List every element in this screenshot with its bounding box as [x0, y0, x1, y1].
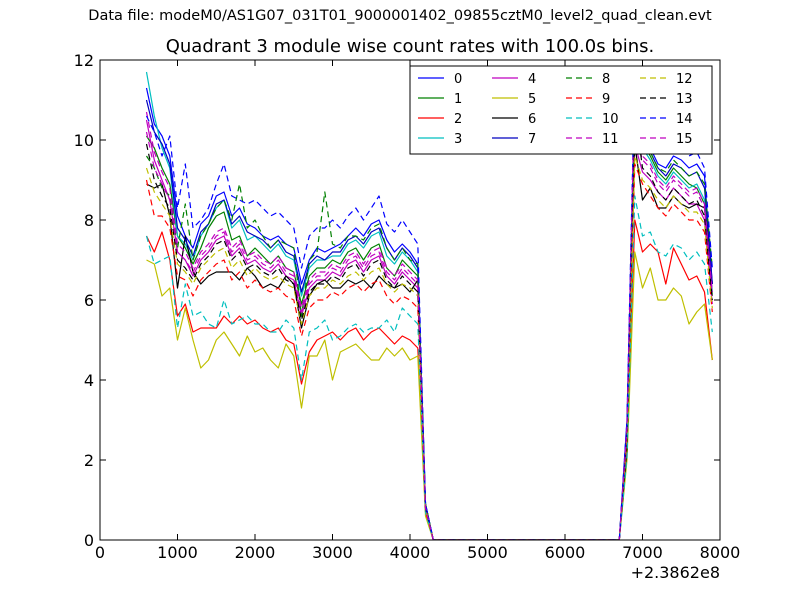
legend-label-0: 0	[454, 72, 462, 87]
series-line-7	[145, 99, 713, 540]
figure-suptitle: Data file: modeM0/AS1G07_031T01_90000014…	[88, 8, 712, 24]
y-tick-label: 2	[84, 451, 94, 470]
series-line-1	[145, 127, 713, 540]
x-tick-label: 5000	[467, 543, 508, 562]
legend-label-7: 7	[528, 132, 536, 147]
series-line-5	[146, 251, 713, 540]
series-line-6	[146, 143, 713, 540]
legend-label-1: 1	[454, 92, 462, 107]
series-line-10	[145, 195, 713, 540]
y-tick-label: 10	[74, 131, 94, 150]
legend-label-2: 2	[454, 112, 462, 127]
series-line-4	[145, 119, 713, 540]
x-tick-label: 0	[95, 543, 105, 562]
series-layer	[145, 67, 713, 540]
legend-label-4: 4	[528, 72, 536, 87]
legend-label-6: 6	[528, 112, 536, 127]
x-axis: 0 1000 2000 3000 4000 5000 6000 7000 8000	[95, 60, 740, 562]
series-line-13	[145, 107, 713, 540]
x-tick-label: 6000	[545, 543, 586, 562]
x-tick-label: 7000	[622, 543, 663, 562]
legend-label-14: 14	[676, 112, 693, 127]
legend-label-13: 13	[676, 92, 693, 107]
series-line-8	[145, 115, 713, 540]
y-tick-label: 4	[84, 371, 94, 390]
y-tick-label: 0	[84, 531, 94, 550]
legend-label-5: 5	[528, 92, 536, 107]
series-line-14	[145, 67, 713, 540]
series-line-15	[145, 79, 713, 540]
x-tick-label: 3000	[312, 543, 353, 562]
legend-box	[409, 65, 713, 155]
legend-label-15: 15	[676, 132, 693, 147]
x-tick-label: 1000	[157, 543, 198, 562]
x-tick-label: 2000	[235, 543, 276, 562]
legend-label-9: 9	[602, 92, 610, 107]
y-tick-label: 12	[74, 51, 94, 70]
chart-title: Quadrant 3 module wise count rates with …	[165, 36, 655, 57]
legend-label-8: 8	[602, 72, 610, 87]
series-line-0	[145, 87, 713, 540]
x-tick-label: 8000	[700, 543, 741, 562]
x-tick-label: 4000	[390, 543, 431, 562]
legend-label-3: 3	[454, 132, 462, 147]
x-offset-label: +2.3862e8	[631, 563, 720, 582]
legend-label-11: 11	[602, 132, 619, 147]
legend-label-12: 12	[676, 72, 693, 87]
series-line-11	[145, 111, 713, 540]
legend-label-10: 10	[602, 112, 619, 127]
y-tick-label: 8	[84, 211, 94, 230]
y-tick-label: 6	[84, 291, 94, 310]
